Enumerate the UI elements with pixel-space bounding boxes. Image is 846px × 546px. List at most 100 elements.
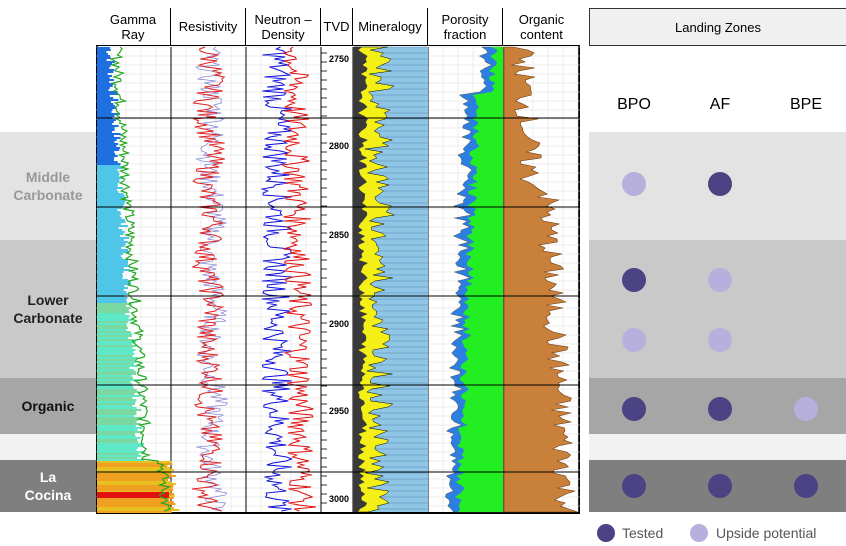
gamma-fill (97, 313, 126, 315)
track-header-gamma-ray: Gamma Ray (96, 8, 171, 46)
gamma-fill (97, 177, 124, 179)
porosity-green-fill (454, 47, 503, 512)
gamma-fill (97, 213, 122, 215)
gamma-fill (97, 403, 136, 405)
density-curve (281, 46, 316, 512)
gamma-fill (97, 307, 131, 309)
landing-zone-dot-upside (708, 268, 732, 292)
gamma-fill (97, 127, 115, 129)
gamma-fill (97, 451, 146, 453)
gamma-fill (97, 83, 114, 85)
gamma-fill (97, 409, 142, 411)
landing-zone-dot-tested (622, 397, 646, 421)
gamma-fill (97, 485, 174, 487)
gamma-fill (97, 381, 131, 383)
gamma-fill (97, 57, 111, 59)
landing-zone-dot-upside (622, 328, 646, 352)
organic-fill (503, 46, 578, 513)
gamma-fill (97, 217, 122, 219)
gamma-fill (97, 507, 174, 509)
gamma-fill (97, 327, 128, 329)
zone-band-lower-carbonate (0, 240, 96, 378)
gamma-fill (97, 123, 113, 125)
gamma-fill (97, 191, 119, 193)
gamma-fill (97, 393, 135, 395)
gamma-fill (97, 331, 131, 333)
gamma-fill (97, 221, 126, 223)
gamma-fill (97, 193, 124, 195)
gamma-fill (97, 315, 130, 317)
gamma-fill (97, 243, 126, 245)
gamma-fill (97, 453, 139, 455)
gamma-fill (97, 319, 133, 321)
gamma-fill (97, 279, 128, 281)
gamma-fill (97, 81, 110, 83)
gamma-fill (97, 445, 143, 447)
gamma-fill (97, 439, 138, 441)
gamma-curve (109, 46, 172, 512)
zone-label-la-cocina: La Cocina (24, 469, 72, 503)
gamma-fill (97, 355, 133, 357)
gamma-fill (97, 261, 129, 263)
gamma-fill (97, 103, 114, 105)
gamma-fill (97, 53, 108, 55)
lz-band-gap (589, 434, 846, 460)
gamma-fill (97, 257, 123, 259)
legend-tested-label: Tested (622, 525, 664, 541)
gamma-fill (97, 341, 137, 343)
gamma-fill (97, 89, 109, 91)
gamma-fill (97, 469, 175, 471)
gamma-fill (97, 349, 136, 351)
landing-zone-dot-upside (708, 328, 732, 352)
gamma-fill (97, 239, 125, 241)
depth-tick-label: 2750 (329, 54, 350, 64)
gamma-fill (97, 447, 138, 449)
gamma-fill (97, 101, 111, 103)
landing-zone-dot-tested (622, 474, 646, 498)
landing-zone-dot-tested (708, 474, 732, 498)
gamma-fill (97, 459, 145, 461)
legend-upside-label: Upside potential (716, 525, 817, 541)
gamma-fill (97, 71, 114, 73)
gamma-fill (97, 481, 172, 483)
gamma-fill (97, 455, 142, 457)
gamma-fill (97, 245, 125, 247)
gamma-fill (97, 461, 172, 463)
gamma-fill (97, 449, 137, 451)
gamma-fill (97, 61, 115, 63)
gamma-fill (97, 317, 129, 319)
gamma-fill (97, 179, 120, 181)
gamma-fill (97, 281, 131, 283)
gamma-fill (97, 65, 111, 67)
gamma-fill (97, 255, 121, 257)
gamma-fill (97, 347, 133, 349)
gamma-fill (97, 487, 173, 489)
gamma-fill (97, 365, 138, 367)
gamma-fill (97, 329, 127, 331)
gamma-fill (97, 79, 115, 81)
gamma-fill (97, 437, 141, 439)
gamma-fill (97, 75, 113, 77)
gamma-fill (97, 249, 129, 251)
gamma-fill (97, 49, 111, 51)
gamma-fill (97, 109, 113, 111)
gamma-fill (97, 67, 110, 69)
gamma-fill (97, 251, 130, 253)
resistivity-curve (192, 46, 226, 512)
gamma-fill (97, 73, 108, 75)
gamma-fill (97, 129, 115, 131)
gamma-fill (97, 275, 123, 277)
gamma-fill (97, 209, 118, 211)
zone-band-gap (0, 434, 96, 460)
gamma-fill (97, 263, 128, 265)
gamma-fill (97, 501, 174, 503)
gamma-fill (97, 333, 132, 335)
mineral-dark-fill (354, 47, 368, 512)
gamma-fill (97, 297, 128, 299)
gamma-fill (97, 287, 129, 289)
landing-zone-dot-tested (708, 397, 732, 421)
gamma-fill (97, 93, 119, 95)
gamma-fill (97, 265, 131, 267)
gamma-fill (97, 91, 118, 93)
